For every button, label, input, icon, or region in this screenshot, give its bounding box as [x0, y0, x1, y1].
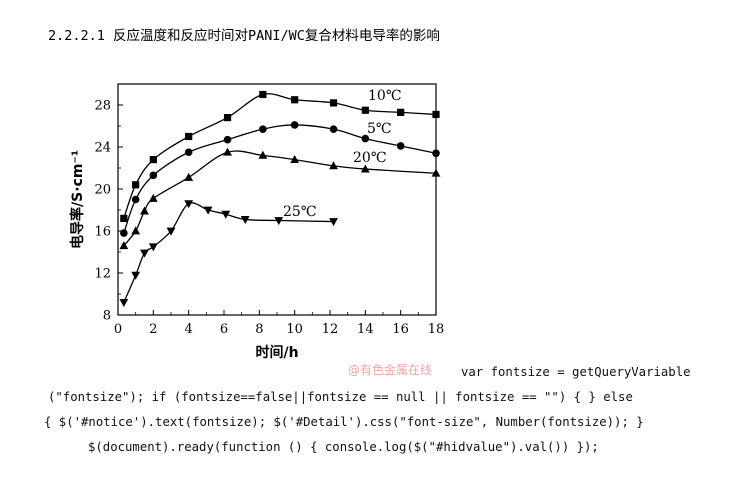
watermark-text: @有色金属在线: [348, 363, 433, 377]
y-tick-label: 20: [94, 183, 111, 198]
data-point-square: [432, 110, 440, 119]
data-point-circle: [131, 195, 140, 204]
x-tick-label: 12: [322, 322, 339, 337]
data-point-triangle-up: [148, 193, 158, 202]
data-point-triangle-down: [203, 206, 213, 215]
data-point-triangle-down: [221, 210, 231, 219]
y-tick-label: 8: [103, 309, 111, 324]
data-point-square: [132, 181, 140, 189]
data-point-square: [291, 96, 299, 104]
data-point-triangle-up: [290, 155, 300, 163]
code-line-3: { $('#notice').text(fontsize); $('#Detai…: [44, 415, 644, 429]
data-point-circle: [223, 135, 232, 144]
data-point-circle: [361, 134, 370, 143]
data-point-triangle-down: [274, 217, 284, 226]
data-point-triangle-down: [329, 218, 338, 227]
data-point-triangle-down: [148, 243, 158, 252]
data-point-triangle-down: [184, 200, 194, 209]
x-tick-label: 14: [357, 322, 374, 337]
x-tick-label: 2: [149, 322, 157, 337]
data-point-square: [361, 106, 369, 114]
x-tick-label: 0: [114, 322, 122, 337]
data-point-triangle-up: [258, 150, 268, 159]
y-tick-label: 28: [94, 99, 111, 114]
code-line-2: ("fontsize"); if (fontsize==false||fonts…: [48, 390, 633, 404]
series-annotation-1: 10℃: [368, 88, 401, 104]
data-point-square: [223, 114, 232, 122]
x-tick-label: 10: [286, 322, 303, 337]
data-point-square: [185, 132, 193, 141]
series-annotation-3: 20℃: [353, 150, 386, 166]
series-annotation-2: 5℃: [367, 121, 392, 137]
plot-frame: [117, 83, 437, 316]
data-point-square: [259, 90, 267, 99]
data-point-triangle-up: [431, 168, 441, 177]
x-tick-label: 8: [255, 322, 263, 337]
data-point-triangle-down: [119, 299, 129, 307]
x-axis-label: 时间/h: [255, 344, 298, 361]
data-point-circle: [329, 125, 338, 133]
data-point-circle: [259, 125, 267, 133]
x-tick-label: 18: [428, 322, 445, 337]
series-annotation-4: 25℃: [283, 204, 316, 220]
section-heading: 2.2.2.1 反应温度和反应时间对PANI/WC复合材料电导率的影响: [48, 28, 440, 44]
data-point-square: [397, 108, 405, 116]
code-line-1: var fontsize = getQueryVariable: [461, 365, 691, 379]
data-point-triangle-up: [184, 172, 194, 181]
data-point-square: [120, 214, 128, 222]
series-line-1: [123, 93, 437, 219]
data-point-triangle-down: [166, 227, 176, 236]
data-point-circle: [149, 171, 158, 180]
data-point-square: [329, 99, 338, 107]
y-tick-label: 12: [94, 267, 111, 282]
y-tick-label: 16: [94, 225, 111, 240]
data-point-triangle-up: [140, 206, 149, 215]
data-point-circle: [432, 149, 440, 158]
x-tick-label: 16: [392, 322, 409, 337]
x-tick-label: 6: [220, 322, 228, 337]
x-tick-label: 4: [185, 322, 193, 337]
data-point-triangle-down: [140, 249, 149, 258]
data-point-triangle-up: [131, 226, 141, 235]
y-axis-label: 电导率/S·cm⁻¹: [69, 150, 86, 249]
data-point-square: [149, 156, 157, 164]
data-point-circle: [120, 229, 128, 237]
data-point-triangle-down: [131, 271, 141, 280]
data-point-triangle-up: [360, 164, 370, 173]
data-point-triangle-up: [119, 241, 129, 250]
y-tick-label: 24: [94, 141, 111, 156]
data-point-triangle-up: [329, 161, 338, 170]
data-point-triangle-down: [240, 216, 250, 225]
series-line-2: [123, 124, 437, 234]
code-line-4: $(document).ready(function () { console.…: [88, 440, 599, 454]
data-point-triangle-up: [223, 147, 232, 156]
data-point-circle: [396, 142, 405, 150]
data-point-circle: [290, 121, 299, 129]
data-point-circle: [184, 148, 193, 157]
